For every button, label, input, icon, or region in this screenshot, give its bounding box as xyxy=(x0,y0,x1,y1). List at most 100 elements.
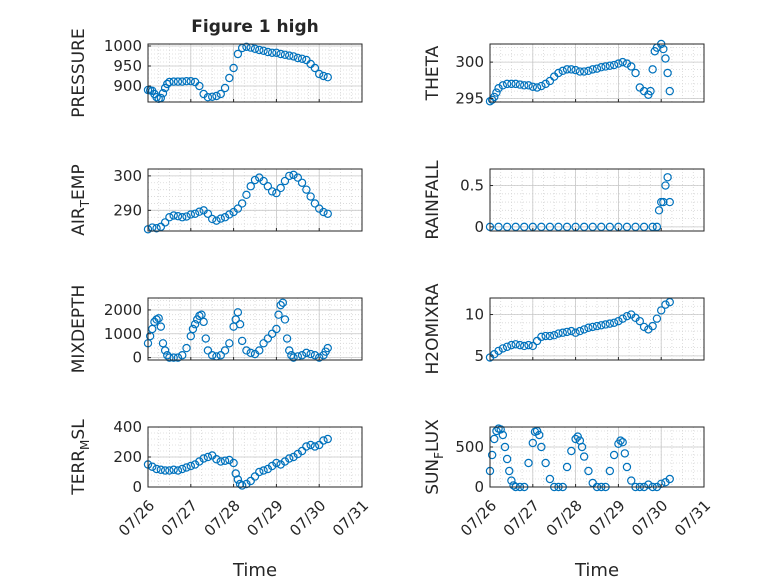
data-point xyxy=(310,63,320,73)
data-point xyxy=(160,346,170,355)
data-point xyxy=(178,464,187,474)
data-point xyxy=(545,331,555,341)
y-tick-label: 295 xyxy=(455,89,484,107)
data-point xyxy=(169,77,178,86)
data-point xyxy=(259,46,268,56)
data-point xyxy=(156,465,166,474)
data-point xyxy=(255,45,264,55)
y-axis-label-main: SUN xyxy=(423,459,443,495)
data-point xyxy=(618,314,627,323)
data-point xyxy=(255,467,264,477)
y-axis-label: MIXDEPTH xyxy=(69,285,89,374)
data-point xyxy=(515,340,525,350)
data-point xyxy=(148,462,157,471)
data-point xyxy=(272,458,281,468)
data-point xyxy=(259,339,268,348)
data-series xyxy=(485,297,674,362)
data-point xyxy=(182,463,191,472)
data-point xyxy=(207,351,217,360)
data-point xyxy=(498,344,508,353)
data-point xyxy=(541,331,550,341)
data-point xyxy=(233,475,243,484)
subplot-theta: 295 300 THETA xyxy=(423,39,705,107)
data-point xyxy=(203,209,213,218)
data-point xyxy=(263,334,273,343)
data-point xyxy=(259,176,268,186)
y-axis-label-main: PRESSURE xyxy=(69,28,89,117)
axes-box xyxy=(147,43,363,103)
data-point xyxy=(169,465,178,474)
data-point xyxy=(186,461,195,471)
y-tick-label: 1000 xyxy=(104,325,142,343)
data-point xyxy=(323,343,332,353)
y-tick-label: 5 xyxy=(474,347,484,365)
axes-box xyxy=(489,297,705,361)
data-point xyxy=(306,440,315,450)
data-point xyxy=(220,213,230,222)
data-point xyxy=(203,452,213,462)
data-point xyxy=(597,222,606,232)
data-point xyxy=(310,351,320,360)
data-point xyxy=(597,321,606,330)
data-point xyxy=(165,353,174,362)
data-point xyxy=(639,322,649,332)
data-point xyxy=(160,83,170,93)
y-tick-label: 0 xyxy=(474,218,484,236)
data-point xyxy=(502,342,512,351)
data-point xyxy=(661,54,670,63)
subplot-airtemp: 290 300 AIRTEMP xyxy=(69,164,363,236)
y-tick-label: 200 xyxy=(113,448,142,466)
data-point xyxy=(152,224,161,233)
data-point xyxy=(263,47,273,57)
data-point xyxy=(272,48,281,58)
data-point xyxy=(622,311,632,321)
data-point xyxy=(220,346,230,355)
data-point xyxy=(511,222,520,232)
data-point xyxy=(579,67,589,76)
data-point xyxy=(207,92,217,102)
data-point xyxy=(310,442,320,451)
data-point xyxy=(661,181,670,190)
data-point xyxy=(520,222,529,232)
data-point xyxy=(528,341,538,351)
data-point xyxy=(302,185,311,194)
data-point xyxy=(233,49,243,59)
data-point xyxy=(199,317,208,327)
data-point xyxy=(152,92,161,102)
y-tick-label: 0 xyxy=(474,478,484,496)
data-point xyxy=(627,476,636,485)
data-point xyxy=(537,332,546,342)
data-point xyxy=(173,211,183,221)
data-point xyxy=(584,466,593,476)
data-point xyxy=(319,436,328,445)
data-point xyxy=(659,44,668,54)
data-point xyxy=(498,430,508,440)
data-point xyxy=(272,324,281,334)
data-point xyxy=(190,320,200,329)
data-point xyxy=(297,178,307,187)
data-point xyxy=(154,314,163,323)
data-point xyxy=(502,454,512,464)
data-point xyxy=(225,210,234,219)
y-axis-label: SUNFLUX xyxy=(423,419,446,495)
data-series xyxy=(143,170,332,234)
data-point xyxy=(302,348,311,358)
data-point xyxy=(190,209,200,218)
data-point xyxy=(646,86,655,96)
data-point xyxy=(160,218,170,227)
y-axis-label: AIRTEMP xyxy=(69,164,92,235)
data-point xyxy=(663,173,672,182)
data-point xyxy=(558,66,567,76)
data-point xyxy=(490,92,499,102)
y-axis-label-subscript: M xyxy=(78,440,92,450)
data-point xyxy=(584,323,593,332)
x-axis-label: Time xyxy=(232,560,277,581)
data-point xyxy=(297,351,307,360)
data-point xyxy=(255,346,264,355)
data-point xyxy=(648,222,657,232)
data-point xyxy=(280,176,290,186)
data-point xyxy=(310,199,320,208)
data-point xyxy=(609,60,619,70)
data-point xyxy=(520,81,529,90)
y-tick-label: 0.5 xyxy=(460,177,484,195)
